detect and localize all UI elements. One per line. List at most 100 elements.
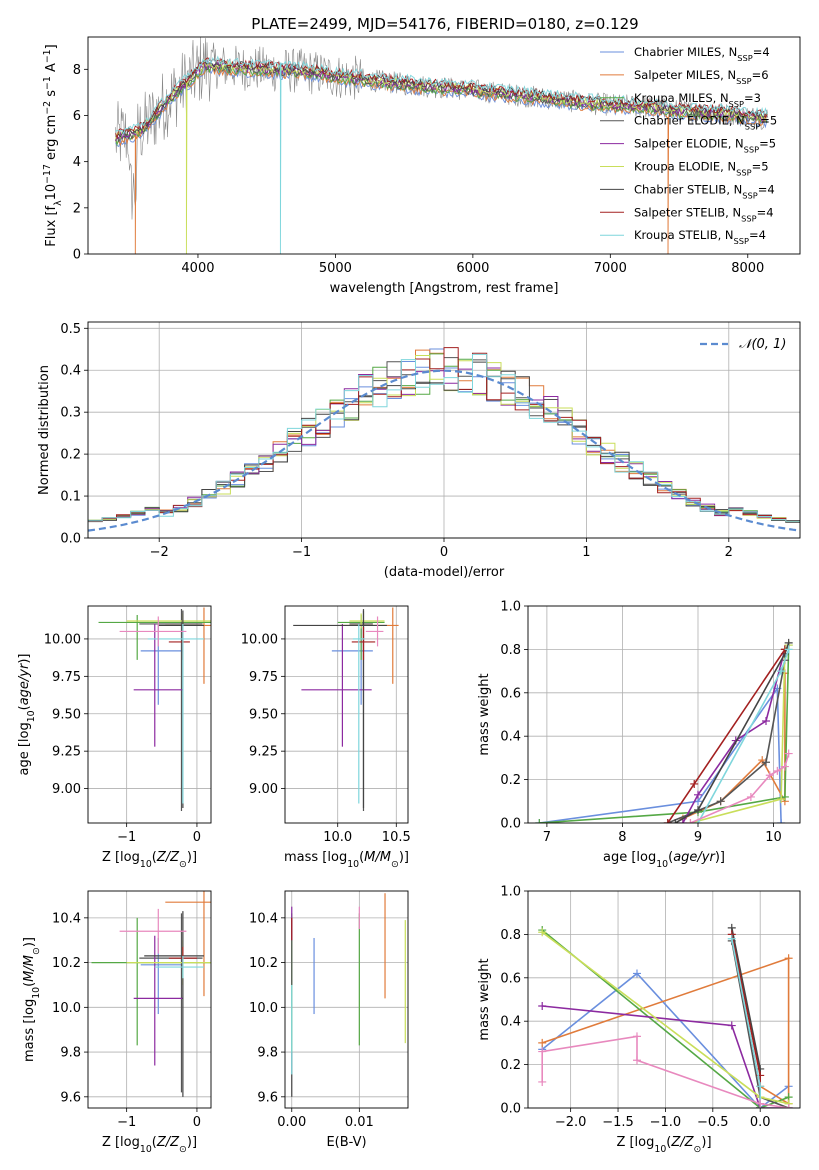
- x-tick-label: −2.0: [555, 1115, 587, 1130]
- y-tick-label: 0.4: [60, 364, 81, 379]
- mass_weight_vs_Z-ylabel: mass weight: [477, 958, 492, 1040]
- y-tick-label: 1.0: [500, 885, 521, 900]
- mass-weight-line: [690, 753, 790, 823]
- errorbar-point: [119, 616, 187, 647]
- mass-weight-marker: [716, 797, 725, 806]
- mass-weight-marker: [756, 1099, 765, 1108]
- errorbar-point: [165, 891, 211, 997]
- mass-weight-marker: [538, 1077, 547, 1086]
- mass_weight_vs_age-frame: [527, 605, 801, 824]
- y-tick-label: 9.6: [257, 1090, 278, 1105]
- x-tick-label: 8000: [731, 261, 764, 276]
- age_vs_Z-ylabel: age [log10(age/yr)]: [17, 653, 37, 775]
- y-tick-label: 10.2: [249, 956, 278, 971]
- mass_weight_vs_Z-frame: [527, 890, 801, 1109]
- mass-weight-marker: [690, 779, 699, 788]
- mass-weight-marker: [538, 1002, 547, 1011]
- errorbar-point: [98, 614, 211, 660]
- errorbar-point: [154, 955, 204, 979]
- errorbar-point: [293, 610, 387, 809]
- model-spectrum-line: [115, 65, 768, 254]
- y-tick-label: 10.4: [52, 911, 81, 926]
- y-tick-label: 0.0: [500, 817, 521, 832]
- spectrum-frame: [87, 36, 801, 255]
- mass_weight_vs_age-xlabel: age [log10(age/yr)]: [603, 850, 725, 870]
- age_vs_mass-axes: 10.0 10.5 9.00 9.25 9.50 9.75 10.00: [241, 606, 411, 845]
- y-tick-label: 0.6: [500, 971, 521, 986]
- x-tick-label: 0.00: [277, 1115, 306, 1130]
- mass_vs_Z-xlabel: Z [log10(Z/Z⊙)]: [102, 1135, 197, 1155]
- mass-weight-marker: [538, 1047, 547, 1056]
- y-tick-label: 1.0: [500, 600, 521, 615]
- x-tick-label: −1.5: [602, 1115, 634, 1130]
- mass-weight-line: [541, 957, 790, 1106]
- spectrum-legend: Chabrier MILES, NSSP=4 Salpeter MILES, NS…: [600, 45, 777, 246]
- errorbar-point: [351, 626, 376, 660]
- mass-weight-line: [674, 642, 790, 823]
- y-tick-label: 0.5: [60, 322, 81, 337]
- residual-histogram-step: [88, 353, 800, 538]
- y-tick-label: 9.00: [52, 782, 81, 797]
- x-tick-label: 0: [193, 1115, 201, 1130]
- y-tick-label: 0.0: [500, 1102, 521, 1117]
- age_vs_Z-axes: −1 0 9.00 9.25 9.50 9.75 10.00: [44, 606, 211, 845]
- y-tick-label: 0.8: [500, 643, 521, 658]
- mass-weight-marker: [784, 645, 793, 654]
- y-tick-label: 9.8: [60, 1046, 81, 1061]
- x-tick-label: −1: [117, 1115, 136, 1130]
- errorbar-point: [349, 613, 385, 629]
- errorbar-point: [140, 623, 183, 705]
- mass-weight-line: [539, 645, 790, 823]
- x-tick-label: 0: [440, 545, 448, 560]
- mass-weight-marker: [538, 1038, 547, 1047]
- mass-weight-marker: [535, 819, 544, 823]
- x-tick-label: 10.5: [382, 830, 411, 845]
- x-tick-label: 8: [618, 830, 626, 845]
- y-tick-label: 10.4: [249, 911, 278, 926]
- residual_hist-ylabel: Normed distribution: [37, 365, 52, 495]
- mass-weight-marker: [784, 954, 793, 963]
- errorbar-point: [352, 623, 365, 804]
- mass-weight-marker: [746, 792, 755, 801]
- mass-weight-line: [541, 1035, 789, 1108]
- mass-weight-marker: [727, 1021, 736, 1030]
- age_vs_mass-xlabel: mass [log10(M/M⊙)]: [284, 850, 409, 870]
- x-tick-label: 2: [725, 545, 733, 560]
- mass-weight-marker: [727, 934, 736, 943]
- mass-weight-marker: [762, 758, 770, 767]
- y-tick-label: 9.8: [257, 1046, 278, 1061]
- legend-entry: 𝒩(0, 1): [739, 337, 786, 352]
- y-tick-label: 9.50: [249, 707, 278, 722]
- errorbar-point: [139, 608, 203, 812]
- mass-weight-marker: [784, 1104, 793, 1108]
- x-tick-label: −1: [117, 830, 136, 845]
- mass_vs_ebv-axes: 0.00 0.01 9.6 9.8 10.0 10.2 10.4: [249, 891, 408, 1130]
- x-tick-label: 6000: [456, 261, 489, 276]
- normal-reference-curve: [87, 369, 801, 532]
- y-tick-label: 10.0: [52, 1001, 81, 1016]
- figure-title: PLATE=2499, MJD=54176, FIBERID=0180, z=0…: [251, 15, 638, 33]
- residual_hist-frame: [87, 321, 801, 539]
- mass_vs_Z-frame: [87, 890, 212, 1109]
- y-tick-label: 0.4: [500, 1015, 521, 1030]
- errorbar-point: [365, 616, 384, 647]
- y-tick-label: 10.0: [249, 1001, 278, 1016]
- errorbar-point: [147, 623, 204, 804]
- spectrum-xlabel: wavelength [Angstrom, rest frame]: [330, 281, 559, 296]
- x-tick-label: −1: [292, 545, 311, 560]
- legend-entry: Chabrier ELODIE, NSSP=5: [634, 114, 777, 132]
- mass-weight-marker: [780, 792, 789, 801]
- errorbar-point: [119, 908, 187, 954]
- x-tick-label: 1: [582, 545, 590, 560]
- legend-entry: Kroupa STELIB, NSSP=4: [634, 228, 766, 246]
- x-tick-label: 9: [694, 830, 702, 845]
- mass-weight-marker: [773, 766, 782, 775]
- y-tick-label: 0.8: [500, 928, 521, 943]
- x-tick-label: 5000: [319, 261, 352, 276]
- y-tick-label: 0.6: [500, 686, 521, 701]
- legend-entry: Salpeter ELODIE, NSSP=5: [634, 137, 776, 155]
- residual_hist-xlabel: (data-model)/error: [384, 565, 505, 580]
- y-tick-label: 0.0: [60, 532, 81, 547]
- mass-weight-marker: [780, 762, 789, 771]
